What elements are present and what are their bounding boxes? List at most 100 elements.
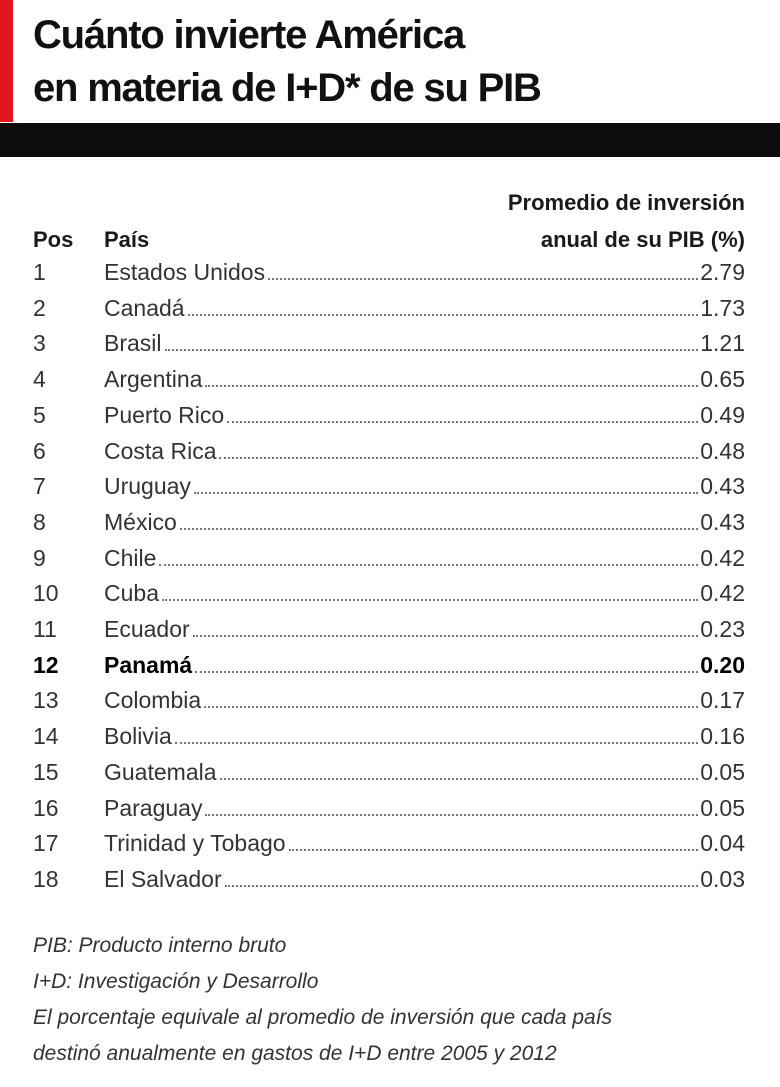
table-row: 10 Cuba 0.42 bbox=[33, 577, 745, 607]
country: Trinidad y Tobago bbox=[104, 830, 286, 857]
value: 0.17 bbox=[700, 687, 745, 714]
position: 2 bbox=[33, 294, 46, 321]
title-line: Cuánto invierte América bbox=[33, 13, 465, 57]
dot-leader bbox=[227, 420, 699, 423]
value: 0.05 bbox=[700, 794, 745, 821]
country: México bbox=[104, 508, 177, 535]
divider-bar bbox=[0, 123, 780, 157]
country: Panamá bbox=[104, 651, 193, 678]
note-line: destinó anualmente en gastos de I+D entr… bbox=[33, 1042, 557, 1065]
value: 1.73 bbox=[700, 294, 745, 321]
country: Estados Unidos bbox=[104, 259, 266, 285]
table-row: 1 Estados Unidos 2.79 bbox=[33, 256, 745, 286]
value: 0.04 bbox=[700, 830, 745, 857]
accent-bar bbox=[0, 0, 13, 122]
dot-leader bbox=[164, 349, 699, 352]
country: Chile bbox=[104, 544, 157, 571]
dot-leader bbox=[219, 777, 699, 780]
table-row: 3 Brasil 1.21 bbox=[33, 327, 745, 357]
table-row: 7 Uruguay 0.43 bbox=[33, 470, 745, 500]
value: 0.42 bbox=[700, 544, 745, 571]
position: 4 bbox=[33, 366, 46, 393]
value: 1.21 bbox=[700, 330, 745, 357]
table-row: 5 Puerto Rico 0.49 bbox=[33, 399, 745, 429]
position: 5 bbox=[33, 401, 46, 428]
position: 17 bbox=[33, 830, 59, 857]
value: 0.23 bbox=[700, 616, 745, 642]
dot-leader bbox=[268, 278, 699, 280]
table-row: 13 Colombia 0.17 bbox=[33, 684, 745, 714]
position: 12 bbox=[33, 651, 59, 678]
position: 8 bbox=[33, 508, 46, 535]
value: 2.79 bbox=[700, 259, 745, 285]
value: 0.49 bbox=[700, 401, 745, 428]
table-row: 4 Argentina 0.65 bbox=[33, 363, 745, 393]
value: 0.16 bbox=[700, 723, 745, 750]
table-row: 11 Ecuador 0.23 bbox=[33, 613, 745, 643]
dot-leader bbox=[187, 313, 699, 316]
country: Argentina bbox=[104, 366, 203, 393]
table-row: 9 Chile 0.42 bbox=[33, 542, 745, 572]
dot-leader bbox=[195, 670, 699, 673]
dot-leader bbox=[288, 849, 699, 852]
value: 0.42 bbox=[700, 580, 745, 607]
value: 0.43 bbox=[700, 508, 745, 535]
table-row: 6 Costa Rica 0.48 bbox=[33, 435, 745, 465]
note-line: I+D: Investigación y Desarrollo bbox=[33, 970, 319, 993]
country: Costa Rica bbox=[104, 437, 217, 464]
position: 10 bbox=[33, 580, 59, 607]
dot-leader bbox=[174, 742, 699, 745]
table-row: 16 Paraguay 0.05 bbox=[33, 792, 745, 822]
country: El Salvador bbox=[104, 865, 222, 892]
table-row: 8 México 0.43 bbox=[33, 506, 745, 536]
country: Puerto Rico bbox=[104, 401, 225, 428]
position: 15 bbox=[33, 758, 59, 785]
country: Guatemala bbox=[104, 758, 217, 785]
country: Brasil bbox=[104, 330, 162, 357]
position: 9 bbox=[33, 544, 46, 571]
dot-leader bbox=[204, 706, 699, 709]
country: Canadá bbox=[104, 294, 185, 321]
table-row: 18 El Salvador 0.03 bbox=[33, 863, 745, 893]
dot-leader bbox=[161, 599, 699, 602]
value: 0.20 bbox=[700, 651, 745, 678]
table-row: 17 Trinidad y Tobago 0.04 bbox=[33, 827, 745, 857]
position: 16 bbox=[33, 794, 59, 821]
country: Paraguay bbox=[104, 794, 203, 821]
note-line: El porcentaje equivale al promedio de in… bbox=[33, 1006, 613, 1029]
table-row: 2 Canadá 1.73 bbox=[33, 292, 745, 322]
country: Uruguay bbox=[104, 473, 191, 500]
column-header: Promedio de inversión bbox=[507, 190, 745, 215]
dot-leader bbox=[205, 813, 699, 816]
value: 0.48 bbox=[700, 437, 745, 464]
position: 18 bbox=[33, 865, 59, 892]
dot-leader bbox=[193, 492, 699, 495]
value: 0.65 bbox=[700, 366, 745, 393]
note-line: PIB: Producto interno bruto bbox=[33, 934, 287, 957]
dot-leader bbox=[159, 563, 699, 566]
position: 11 bbox=[33, 616, 57, 642]
country: Cuba bbox=[104, 580, 159, 607]
value: 0.43 bbox=[700, 473, 745, 500]
table-row: 15 Guatemala 0.05 bbox=[33, 756, 745, 786]
country: Ecuador bbox=[104, 616, 190, 642]
dot-leader bbox=[179, 527, 699, 530]
column-header: Pos bbox=[33, 227, 74, 252]
column-header: anual de su PIB (%) bbox=[540, 227, 745, 252]
position: 3 bbox=[33, 330, 46, 357]
dot-leader bbox=[192, 635, 699, 637]
country: Colombia bbox=[104, 687, 202, 714]
dot-leader bbox=[224, 884, 699, 887]
column-header: País bbox=[104, 227, 150, 252]
value: 0.05 bbox=[700, 758, 745, 785]
position: 1 bbox=[33, 259, 46, 285]
position: 7 bbox=[33, 473, 46, 500]
dot-leader bbox=[219, 456, 699, 459]
position: 13 bbox=[33, 687, 59, 714]
table-row: 14 Bolivia 0.16 bbox=[33, 720, 745, 750]
value: 0.03 bbox=[700, 865, 745, 892]
country: Bolivia bbox=[104, 723, 172, 750]
title-line: en materia de I+D* de su PIB bbox=[33, 66, 542, 110]
table-row: 12 Panamá 0.20 bbox=[33, 649, 745, 679]
